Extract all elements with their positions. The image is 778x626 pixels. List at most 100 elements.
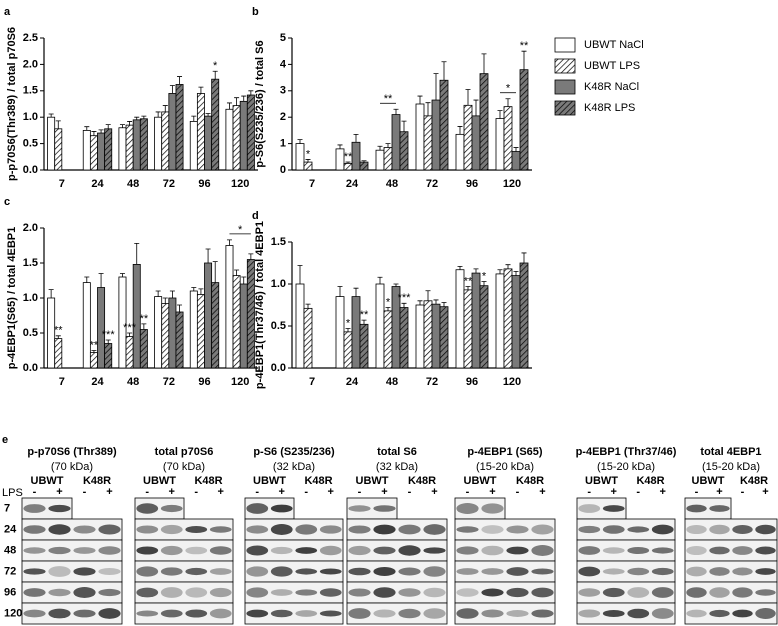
blot-band bbox=[98, 546, 121, 555]
x-tick-label: 7 bbox=[59, 178, 65, 190]
lane-sign: - bbox=[194, 486, 198, 498]
bar bbox=[125, 124, 134, 171]
blot-band bbox=[456, 588, 479, 597]
blot-size: (15-20 kDa) bbox=[597, 461, 655, 473]
error-bar bbox=[162, 105, 168, 112]
blot-band bbox=[319, 525, 342, 534]
error-bar bbox=[337, 144, 343, 149]
error-bar bbox=[84, 276, 90, 283]
error-bar bbox=[98, 273, 104, 288]
bar bbox=[175, 84, 184, 171]
x-tick-label: 48 bbox=[127, 178, 139, 190]
error-bar bbox=[377, 276, 383, 284]
bar bbox=[471, 272, 481, 369]
significance: ** bbox=[90, 339, 99, 351]
y-tick-label: 1.5 bbox=[23, 85, 38, 97]
y-axis-label: p-4EBP1(S65) / total 4EBP1 bbox=[6, 227, 18, 369]
error-bar bbox=[226, 239, 232, 246]
error-bar bbox=[234, 269, 240, 276]
blot-band bbox=[98, 588, 121, 597]
blot-band bbox=[651, 587, 674, 598]
lane-sign: - bbox=[587, 486, 591, 498]
blot-size: (15-20 kDa) bbox=[476, 461, 534, 473]
blot-band bbox=[319, 568, 342, 575]
x-tick-label: 7 bbox=[309, 178, 315, 190]
legend-label: UBWT NaCl bbox=[584, 39, 644, 51]
x-tick-label: 72 bbox=[426, 178, 438, 190]
blot-band bbox=[48, 546, 71, 555]
error-bar bbox=[473, 268, 479, 274]
blot-strip bbox=[684, 602, 778, 625]
bar bbox=[47, 116, 56, 171]
blot-band bbox=[23, 568, 46, 575]
bar bbox=[295, 283, 305, 369]
blot-band bbox=[73, 567, 96, 576]
y-tick-label: 3 bbox=[280, 85, 286, 97]
error-bar bbox=[134, 116, 140, 120]
error-bar bbox=[169, 85, 175, 94]
blot-band bbox=[481, 545, 504, 556]
bar bbox=[82, 282, 91, 369]
y-tick-label: 0.5 bbox=[23, 138, 38, 150]
error-bar bbox=[513, 147, 519, 152]
x-tick-label: 7 bbox=[309, 376, 315, 388]
error-bar bbox=[127, 332, 133, 337]
bar bbox=[132, 119, 141, 171]
error-bar bbox=[385, 143, 391, 148]
error-bar bbox=[241, 95, 247, 102]
bar bbox=[519, 262, 529, 369]
error-bar bbox=[361, 160, 367, 163]
blot-band bbox=[651, 608, 674, 619]
error-bar bbox=[433, 73, 439, 101]
bar bbox=[479, 285, 489, 369]
blot-band bbox=[602, 505, 625, 512]
lane-sign: + bbox=[106, 486, 112, 498]
bar bbox=[415, 103, 425, 171]
bar bbox=[211, 78, 220, 171]
blot-band bbox=[319, 610, 342, 617]
blot-band bbox=[246, 566, 269, 577]
significance: ** bbox=[54, 325, 63, 337]
panel-label: e bbox=[2, 434, 8, 446]
bar bbox=[225, 108, 234, 171]
bar bbox=[375, 283, 385, 369]
blot-band bbox=[373, 566, 396, 577]
bar bbox=[54, 338, 63, 369]
lane-sign: + bbox=[218, 486, 224, 498]
bar bbox=[431, 303, 441, 369]
blot-band bbox=[531, 609, 554, 618]
blot-band bbox=[732, 525, 753, 534]
blot-band bbox=[209, 526, 232, 533]
blot-band bbox=[686, 504, 707, 513]
blot-band bbox=[398, 545, 421, 556]
error-bar bbox=[169, 290, 175, 298]
group-label: K48R bbox=[636, 475, 664, 487]
error-bar bbox=[234, 97, 240, 106]
blot-band bbox=[185, 525, 208, 534]
lane-sign: + bbox=[660, 486, 666, 498]
error-bar bbox=[91, 350, 97, 353]
bar bbox=[463, 289, 473, 369]
blot-band bbox=[423, 587, 446, 598]
group-label: K48R bbox=[304, 475, 332, 487]
lane-sign: - bbox=[304, 486, 308, 498]
legend-swatch bbox=[554, 37, 576, 53]
group-label: UBWT bbox=[253, 475, 286, 487]
blot-band bbox=[732, 546, 753, 555]
bar bbox=[503, 268, 513, 369]
bar bbox=[439, 79, 449, 171]
y-tick-label: 1.0 bbox=[23, 292, 38, 304]
bar bbox=[168, 93, 177, 171]
blot-band bbox=[423, 566, 446, 577]
error-bar bbox=[98, 129, 104, 134]
error-bar bbox=[521, 50, 527, 70]
error-bar bbox=[305, 303, 311, 309]
blot-band bbox=[73, 587, 96, 598]
blot-band bbox=[48, 504, 71, 513]
blot-band bbox=[270, 524, 293, 535]
blot-band bbox=[709, 609, 730, 618]
y-tick-label: 2 bbox=[280, 111, 286, 123]
significance: * bbox=[386, 296, 391, 308]
significance: *** bbox=[123, 322, 137, 334]
group-label: K48R bbox=[194, 475, 222, 487]
